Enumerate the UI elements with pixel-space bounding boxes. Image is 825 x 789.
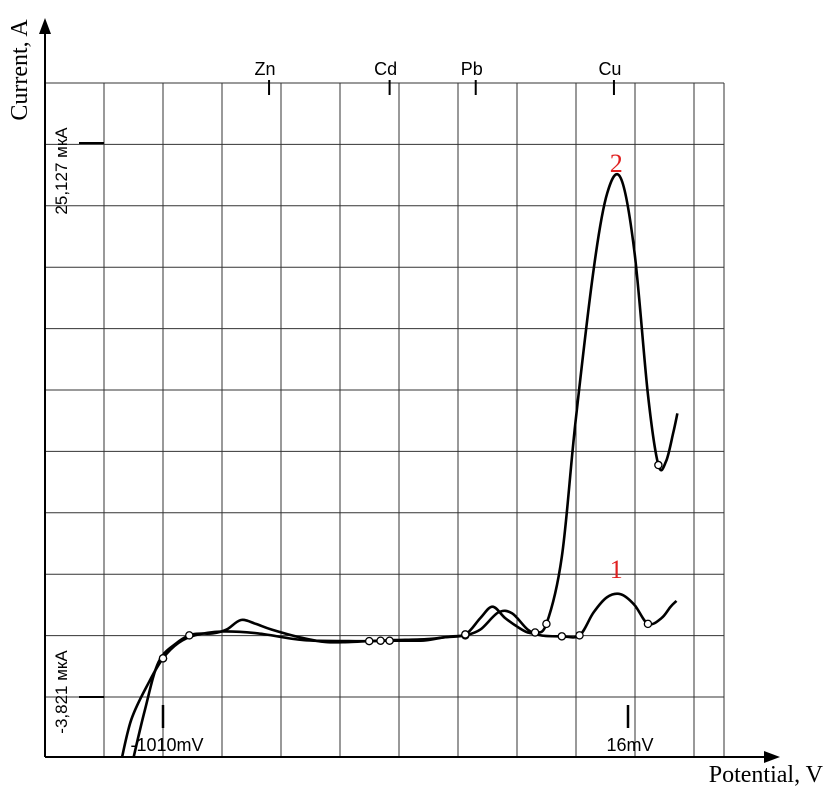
element-marker-label: Pb [461, 59, 483, 79]
element-marker-label: Cd [374, 59, 397, 79]
data-point-marker [542, 619, 551, 629]
grid [45, 82, 725, 757]
data-point-marker [385, 636, 394, 645]
data-point-marker [185, 631, 194, 640]
y-tick-label: 25,127 мкА [52, 127, 71, 215]
data-point-marker [643, 619, 653, 629]
y-tick-label: -3,821 мкА [52, 650, 71, 734]
data-point-marker [530, 628, 540, 637]
series-group: 12 [120, 149, 679, 757]
data-point-marker [461, 630, 470, 639]
data-point-marker [557, 632, 567, 641]
axis-tick-labels: 25,127 мкА -3,821 мкА -1010mV 16mV [52, 127, 654, 755]
x-axis-arrow-icon [764, 751, 780, 763]
data-point-marker [158, 654, 168, 663]
data-point-marker [575, 631, 584, 640]
element-marker-label: Zn [255, 59, 276, 79]
data-point-marker [376, 636, 385, 645]
x-tick-label: 16mV [606, 735, 653, 755]
axes [39, 18, 780, 763]
element-markers: Zn Cd Pb Cu [255, 59, 621, 95]
series-label-1: 1 [610, 555, 623, 584]
data-point-marker [364, 636, 374, 646]
x-tick-label: -1010mV [130, 735, 203, 755]
y-axis-arrow-icon [39, 18, 51, 34]
x-axis-label: Potential, V [709, 762, 824, 788]
series-label-2: 2 [610, 149, 623, 178]
element-marker-label: Cu [598, 59, 621, 79]
y-axis-label: Current, A [7, 19, 33, 121]
series-2 [132, 172, 679, 757]
series-line-2 [132, 172, 679, 757]
data-point-marker [654, 460, 663, 470]
